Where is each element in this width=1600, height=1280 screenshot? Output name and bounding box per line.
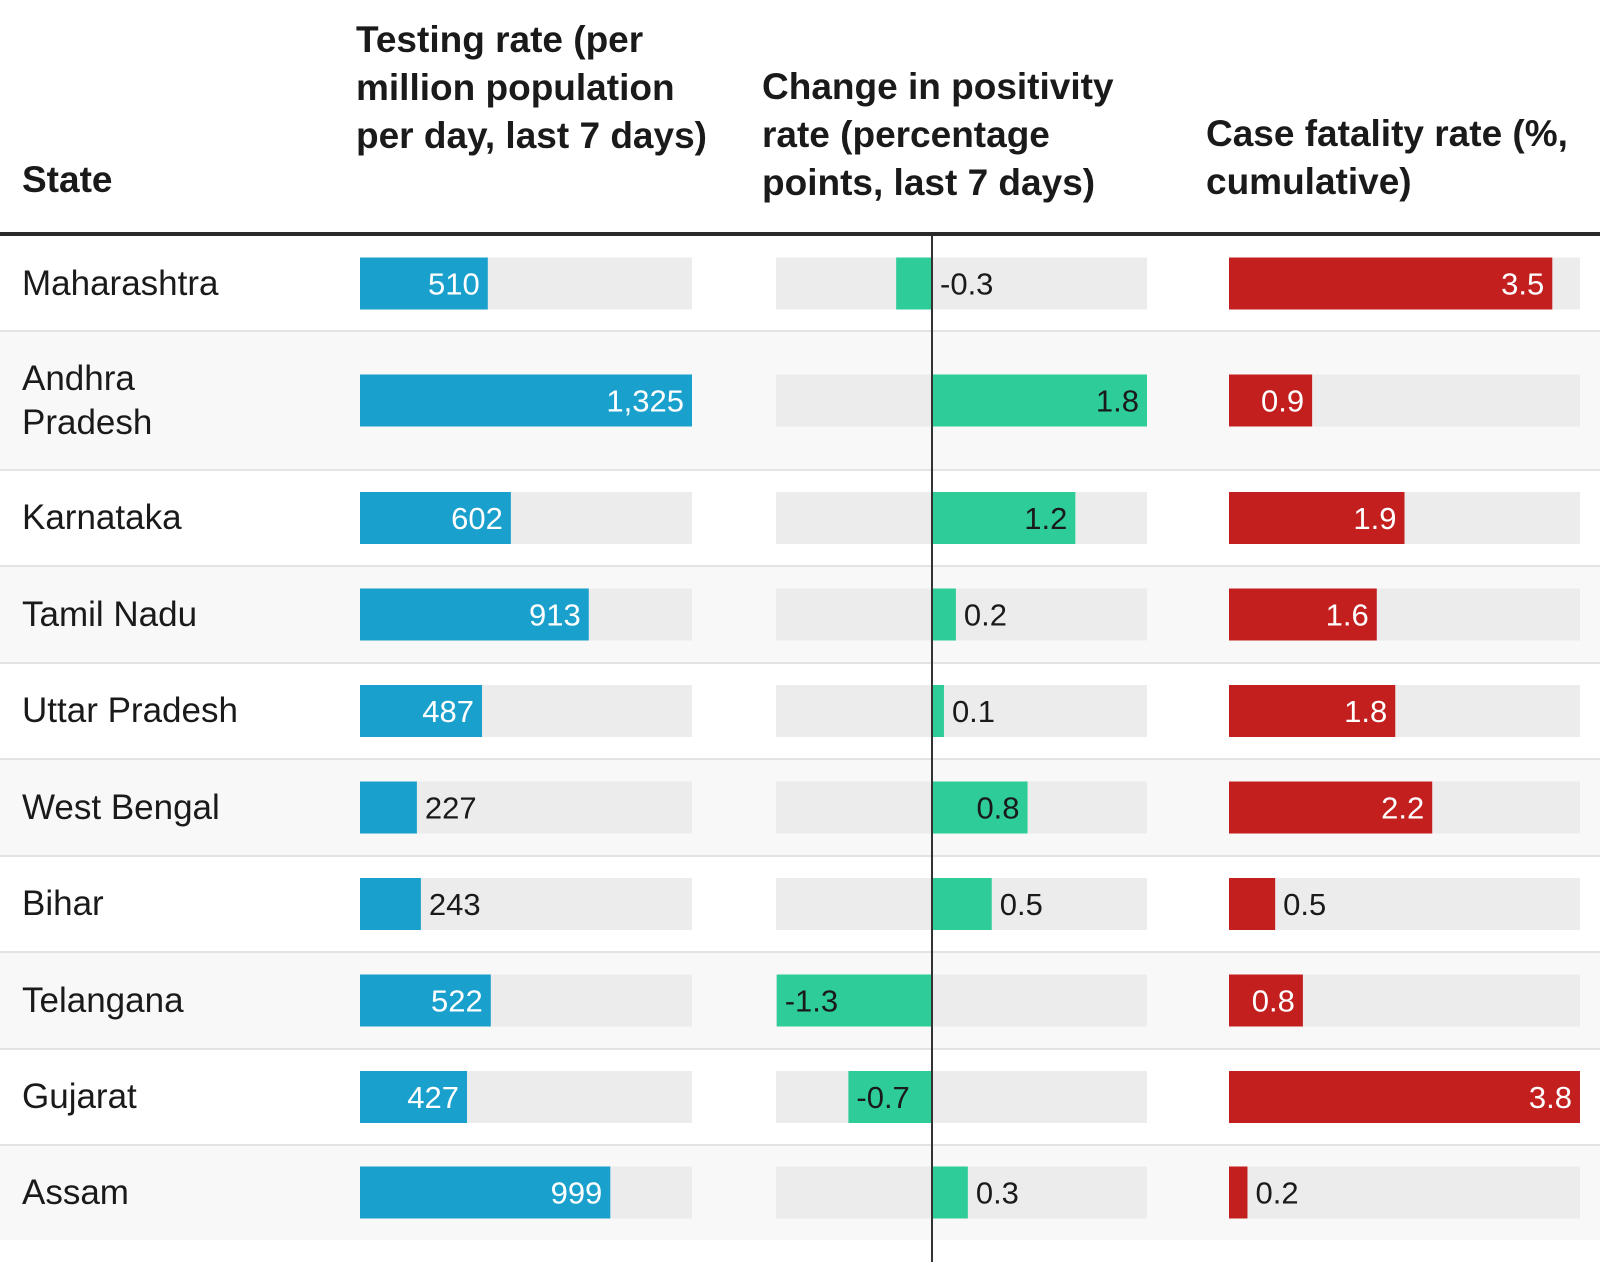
testing-bar <box>360 1166 611 1219</box>
cfr-value-label: 0.5 <box>1283 887 1326 922</box>
state-label: Telangana <box>22 980 184 1020</box>
testing-bar <box>360 257 488 310</box>
testing-bar <box>360 781 417 834</box>
cfr-bar <box>1229 1071 1580 1123</box>
cfr-track <box>1229 878 1580 930</box>
testing-bar <box>360 878 421 930</box>
positivity-bar <box>932 588 956 641</box>
testing-value-label: 227 <box>425 791 477 826</box>
positivity-bar <box>932 781 1028 834</box>
positivity-value-label: 0.8 <box>976 791 1019 826</box>
cfr-value-label: 0.9 <box>1261 384 1304 419</box>
positivity-value-label: 0.3 <box>976 1176 1019 1211</box>
cfr-bar <box>1229 588 1377 641</box>
testing-bar <box>360 492 511 544</box>
testing-bar <box>360 974 491 1027</box>
positivity-value-label: 0.1 <box>952 694 995 729</box>
positivity-value-label: -1.3 <box>785 984 838 1019</box>
state-label: Maharashtra <box>22 263 219 303</box>
testing-value-label: 602 <box>451 501 503 536</box>
testing-value-label: 487 <box>422 694 474 729</box>
column-header-testing-rate: Testing rate (per million population per… <box>356 19 707 156</box>
column-header-case-fatality-rate: Case fatality rate (%, cumulative) <box>1206 113 1568 202</box>
positivity-track <box>776 685 1147 737</box>
positivity-value-label: 0.5 <box>1000 887 1043 922</box>
positivity-track <box>776 257 1147 310</box>
positivity-value-label: 0.2 <box>964 598 1007 633</box>
cfr-value-label: 3.8 <box>1529 1080 1572 1115</box>
state-label: Andhra Pradesh <box>22 358 153 442</box>
positivity-value-label: 1.8 <box>1096 384 1139 419</box>
positivity-value-label: -0.7 <box>856 1080 909 1115</box>
column-header-state: State <box>22 159 113 200</box>
cfr-value-label: 0.2 <box>1255 1176 1298 1211</box>
cfr-bar <box>1229 878 1276 930</box>
positivity-bar <box>932 878 992 930</box>
positivity-track <box>776 588 1147 641</box>
testing-value-label: 913 <box>529 598 581 633</box>
positivity-bar <box>896 257 932 310</box>
state-label: Karnataka <box>22 498 182 537</box>
testing-value-label: 427 <box>407 1080 459 1115</box>
cfr-bar <box>1229 974 1303 1027</box>
state-label: Assam <box>22 1172 129 1212</box>
cfr-bar <box>1229 685 1396 737</box>
cfr-track <box>1229 1166 1580 1219</box>
state-label: Tamil Nadu <box>22 594 198 634</box>
positivity-value-label: -0.3 <box>940 267 993 302</box>
cfr-value-label: 3.5 <box>1501 267 1544 302</box>
cfr-bar <box>1229 492 1405 544</box>
positivity-value-label: 1.2 <box>1024 501 1067 536</box>
cfr-bar <box>1229 781 1433 834</box>
cfr-value-label: 2.2 <box>1381 791 1424 826</box>
positivity-track <box>776 1071 1147 1123</box>
column-header-positivity-change: Change in positivity rate (percentage po… <box>762 66 1114 203</box>
bar-cells: 510 -0.3 3.5 1,325 1.8 0.9 602 1.2 1.9 913 0.2 1.6 4… <box>360 236 1580 1262</box>
positivity-bar <box>932 685 944 737</box>
cfr-bar <box>1229 1166 1248 1219</box>
testing-bar <box>360 685 483 737</box>
positivity-bar <box>932 374 1147 427</box>
testing-bar <box>360 1071 467 1123</box>
cfr-value-label: 1.6 <box>1326 598 1369 633</box>
state-label: Uttar Pradesh <box>22 691 238 730</box>
testing-value-label: 1,325 <box>606 384 684 419</box>
positivity-bar <box>932 492 1076 544</box>
positivity-bar <box>848 1071 932 1123</box>
testing-value-label: 510 <box>428 267 480 302</box>
cfr-bar <box>1229 374 1313 427</box>
positivity-bar <box>776 974 932 1027</box>
cfr-value-label: 1.8 <box>1344 694 1387 729</box>
cfr-value-label: 0.8 <box>1252 984 1295 1019</box>
testing-value-label: 999 <box>551 1176 603 1211</box>
cfr-bar <box>1229 257 1553 310</box>
testing-value-label: 243 <box>429 887 481 922</box>
state-label: West Bengal <box>22 787 220 827</box>
cfr-value-label: 1.9 <box>1353 501 1396 536</box>
testing-bar <box>360 588 589 641</box>
testing-value-label: 522 <box>431 984 483 1019</box>
positivity-bar <box>932 1166 968 1219</box>
testing-bar <box>360 374 692 427</box>
state-label: Gujarat <box>22 1077 137 1116</box>
state-label: Bihar <box>22 884 104 923</box>
